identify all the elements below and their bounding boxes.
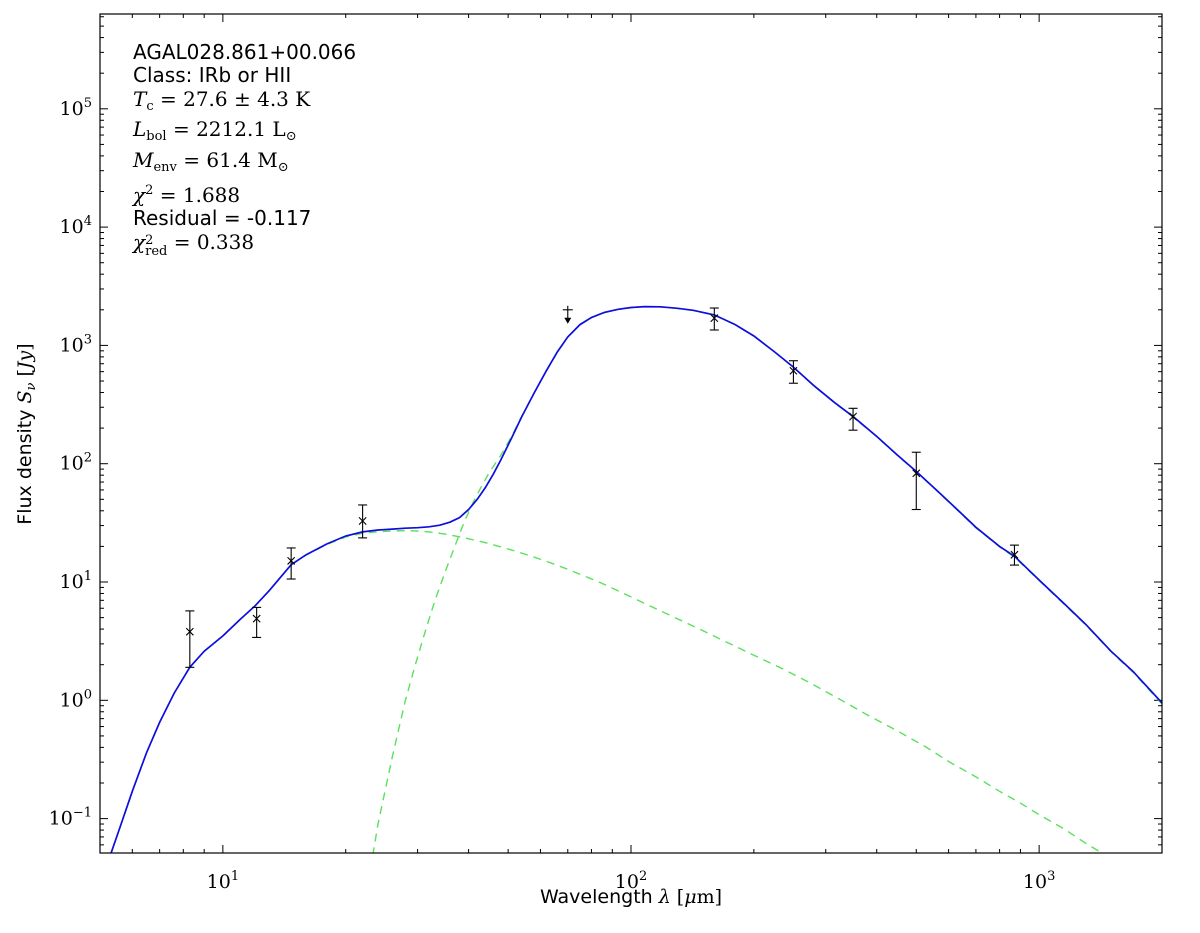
data-point (788, 360, 798, 384)
annotation-line-source-name: AGAL028.861+00.066 (133, 40, 357, 64)
annotation-line-residual: Residual = -0.117 (133, 206, 312, 231)
svg-text:103: 103 (60, 332, 92, 356)
svg-text:100: 100 (60, 687, 92, 711)
annotation-line-luminosity: Lbol = 2212.1 L⊙ (133, 117, 297, 145)
svg-text:101: 101 (60, 569, 92, 593)
annotation-block: AGAL028.861+00.066 Class: IRb or HII Tc = … (133, 40, 357, 259)
data-point (185, 610, 195, 668)
script-stack: 2 red (145, 232, 168, 259)
data-point (286, 547, 296, 580)
data-point (911, 451, 921, 511)
x-axis-tick-labels: 101 102 103 (207, 869, 1056, 893)
x-axis-label: Wavelength λ [μm] (539, 886, 723, 908)
data-point (358, 504, 368, 539)
annotation-line-class-line: Class: IRb or HII (133, 63, 292, 88)
y-axis-tick-labels: 10−1 100 101 102 103 104 105 (49, 96, 92, 830)
annotation-line-chi-squared: χ2 = 1.688 (133, 183, 241, 208)
annotation-line-envelope-mass: Menv = 61.4 M⊙ (133, 147, 289, 175)
axis-ticks (100, 14, 1162, 853)
upper-limit-marker (562, 305, 573, 324)
svg-text:102: 102 (60, 451, 92, 475)
data-point (1009, 544, 1019, 566)
plot-border (99, 13, 1163, 854)
svg-text:101: 101 (207, 869, 239, 893)
warm-component-curve (110, 529, 1104, 853)
svg-text:103: 103 (1023, 869, 1055, 893)
svg-text:102: 102 (615, 869, 647, 893)
annotation-line-chi-squared-reduced: χ 2 red = 0.338 (133, 229, 255, 259)
annotation-line-temperature: Tc = 27.6 ± 4.3 K (133, 86, 311, 114)
data-points (185, 305, 1019, 668)
y-axis-label: Flux density Sν [Jy] (14, 343, 39, 525)
svg-text:105: 105 (60, 96, 92, 120)
cold-component-curve (372, 305, 1162, 853)
svg-text:10−1: 10−1 (49, 806, 92, 830)
svg-text:104: 104 (60, 214, 92, 238)
data-point (848, 407, 858, 431)
total-model-curve (110, 305, 1162, 853)
data-point (709, 307, 719, 331)
data-point (252, 606, 262, 638)
